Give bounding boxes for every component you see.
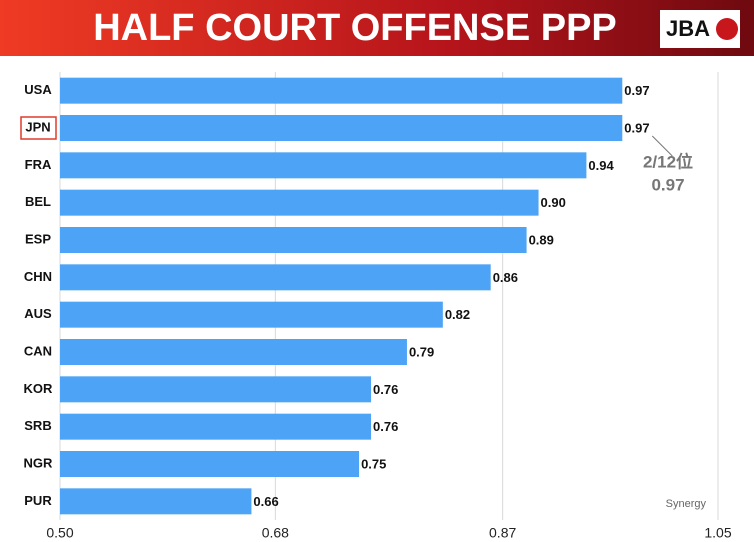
value-label: 0.97 bbox=[624, 83, 649, 98]
value-label: 0.76 bbox=[373, 419, 398, 434]
x-tick-label: 1.05 bbox=[704, 525, 731, 541]
y-tick-label: PUR bbox=[24, 493, 52, 508]
y-tick-label: JPN bbox=[25, 119, 50, 134]
annotation: 0.97 bbox=[651, 175, 684, 194]
bar bbox=[60, 77, 623, 104]
x-tick-label: 0.50 bbox=[46, 525, 73, 541]
value-label: 0.94 bbox=[588, 158, 614, 173]
x-tick-label: 0.68 bbox=[262, 525, 289, 541]
value-label: 0.79 bbox=[409, 344, 434, 359]
y-tick-label: CHN bbox=[24, 269, 52, 284]
title-bar bbox=[0, 0, 754, 56]
source: Synergy bbox=[666, 498, 707, 510]
annotation-connector bbox=[651, 135, 673, 157]
bar bbox=[60, 115, 623, 141]
value-label: 0.76 bbox=[373, 382, 398, 397]
value-label: 0.66 bbox=[253, 494, 278, 509]
y-tick-label: KOR bbox=[24, 381, 54, 396]
bar bbox=[60, 227, 527, 253]
bar bbox=[60, 451, 360, 477]
marks bbox=[60, 77, 623, 515]
bar bbox=[60, 264, 491, 291]
y-tick-label: NGR bbox=[24, 455, 54, 470]
value-label: 0.90 bbox=[541, 195, 566, 210]
value-label: 0.75 bbox=[361, 456, 386, 471]
annotation: 2/12位 bbox=[643, 151, 693, 171]
y-tick-label: BEL bbox=[25, 194, 51, 209]
y-tick-label: AUS bbox=[24, 306, 52, 321]
bar bbox=[60, 413, 372, 440]
bar bbox=[60, 488, 252, 515]
value-label: 0.97 bbox=[624, 120, 649, 135]
value-label: 0.82 bbox=[445, 307, 470, 322]
value-label: 0.89 bbox=[529, 232, 554, 247]
bar bbox=[60, 376, 372, 403]
logo-ball bbox=[716, 18, 738, 40]
bar bbox=[60, 189, 539, 216]
bar bbox=[60, 152, 587, 179]
highlight-box bbox=[20, 116, 57, 140]
logo-text: JBA bbox=[666, 16, 710, 41]
bar bbox=[60, 339, 407, 365]
value-label: 0.86 bbox=[493, 270, 518, 285]
y-tick-label: CAN bbox=[24, 343, 52, 358]
chart-title: HALF COURT OFFENSE PPP bbox=[93, 7, 617, 49]
grid bbox=[59, 72, 719, 520]
y-tick-label: ESP bbox=[25, 231, 51, 246]
x-tick-label: 0.87 bbox=[489, 525, 516, 541]
y-tick-label: FRA bbox=[25, 157, 52, 172]
bar bbox=[60, 301, 443, 328]
y-tick-label: USA bbox=[24, 82, 52, 97]
y-tick-label: SRB bbox=[24, 418, 51, 433]
